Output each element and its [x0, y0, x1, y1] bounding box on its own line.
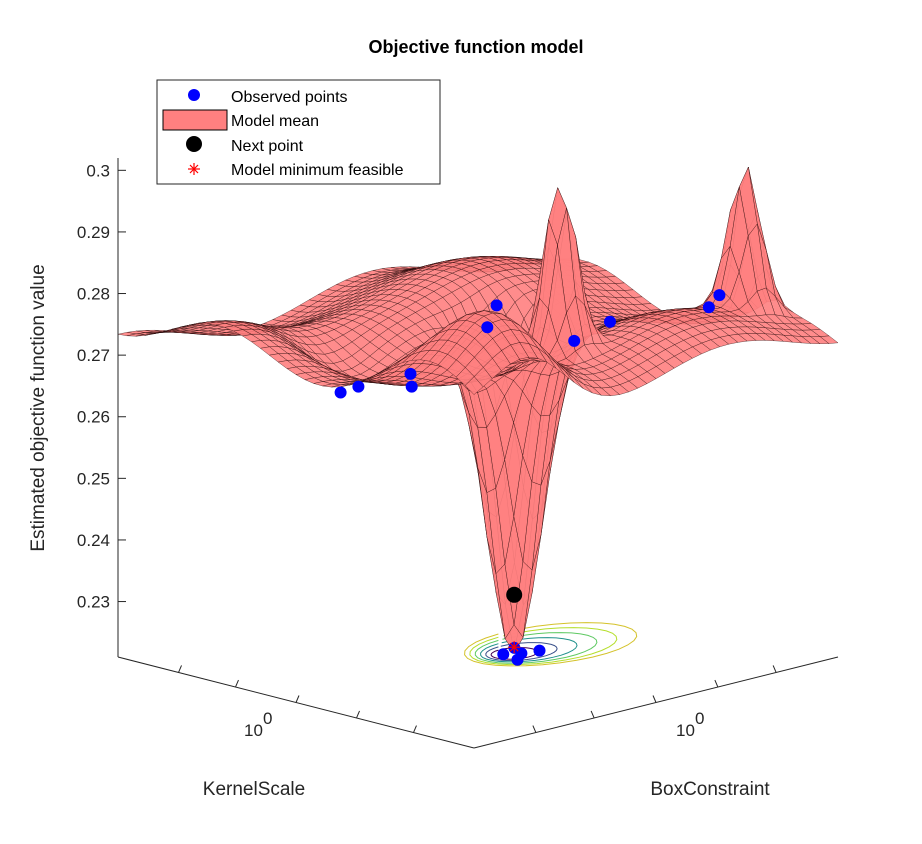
legend-marker-observed [188, 89, 200, 101]
observed-point [405, 380, 418, 393]
contour-line [469, 627, 618, 666]
z-tick-label: 0.25 [77, 469, 110, 488]
legend-label-next-point: Next point [231, 138, 304, 155]
legend-swatch-model-mean [162, 109, 228, 131]
legend-marker-model-min [188, 163, 200, 175]
observed-point [713, 289, 726, 302]
next-point [506, 586, 523, 603]
y-tick-base: 10 [676, 721, 695, 740]
axes [117, 158, 839, 749]
y-tick-mark [772, 665, 777, 673]
y-tick-exp: 0 [695, 709, 704, 728]
legend-box [156, 79, 441, 185]
observed-point [481, 321, 494, 334]
legend-marker-next-point [186, 136, 202, 152]
z-tick-label: 0.3 [86, 161, 110, 180]
legend-label-model-min: Model minimum feasible [231, 162, 404, 179]
observed-point [404, 367, 417, 380]
x-tick-mark [178, 665, 182, 673]
chart-title: Objective function model [368, 37, 583, 57]
contour-line [480, 637, 578, 663]
x-tick-mark [413, 725, 417, 733]
surface-facet [464, 376, 484, 395]
y-axis-label: BoxConstraint [650, 779, 770, 800]
observed-point [490, 299, 503, 312]
z-tick-label: 0.23 [77, 593, 110, 612]
y-tick-mark [714, 679, 719, 688]
contour-line [464, 622, 638, 667]
z-tick-label: 0.24 [77, 531, 110, 550]
y-tick-mark [532, 725, 537, 733]
x-tick-mark [295, 695, 300, 703]
y-tick-label: 10 0 [676, 709, 704, 740]
y-tick-mark [652, 695, 657, 703]
contour-line [485, 642, 558, 661]
observed-point [702, 301, 715, 314]
observed-points [334, 289, 726, 666]
legend: Observed points Model mean Next point Mo… [156, 79, 441, 185]
z-axis-label: Estimated objective function value [28, 264, 49, 551]
x-tick-mark [235, 679, 239, 688]
y-tick-mark [590, 710, 595, 719]
observed-point [497, 648, 510, 661]
observed-point [533, 644, 546, 657]
x-axis-label: KernelScale [203, 779, 305, 800]
model-mean-surface [117, 166, 839, 653]
x-tick-base: 10 [244, 721, 263, 740]
observed-point [568, 334, 581, 347]
z-tick-label: 0.26 [77, 408, 110, 427]
legend-label-observed: Observed points [231, 89, 348, 106]
contour-plot [464, 622, 638, 667]
legend-label-model-mean: Model mean [231, 113, 319, 130]
z-tick-label: 0.27 [77, 346, 110, 365]
z-tick-label: 0.29 [77, 223, 110, 242]
observed-point [352, 380, 365, 393]
model-minimum-feasible-marker [508, 641, 521, 654]
contour-line [474, 632, 598, 664]
x-tick-mark [356, 710, 360, 719]
star-stroke [509, 642, 519, 652]
z-ticks: 0.23 0.24 0.25 0.26 0.27 0.28 0.29 0.3 [77, 161, 126, 612]
observed-point [334, 386, 347, 399]
x-tick-exp: 0 [263, 709, 272, 728]
z-tick-label: 0.28 [77, 285, 110, 304]
x-tick-label: 10 0 [244, 709, 272, 740]
observed-point [604, 315, 616, 328]
